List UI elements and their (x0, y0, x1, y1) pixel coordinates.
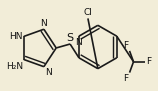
Text: F: F (146, 57, 152, 66)
Text: S: S (67, 33, 74, 43)
Text: F: F (123, 41, 129, 50)
Text: H₂N: H₂N (6, 62, 23, 71)
Text: N: N (40, 19, 47, 28)
Text: HN: HN (9, 32, 23, 41)
Text: N: N (76, 38, 82, 47)
Text: Cl: Cl (83, 8, 92, 17)
Text: F: F (123, 74, 129, 83)
Text: N: N (45, 68, 52, 77)
